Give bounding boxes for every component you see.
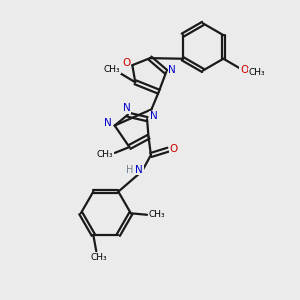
- Text: CH₃: CH₃: [91, 253, 107, 262]
- Text: N: N: [123, 103, 130, 113]
- Text: N: N: [150, 111, 158, 121]
- Text: N: N: [135, 165, 143, 175]
- Text: CH₃: CH₃: [148, 210, 165, 219]
- Text: N: N: [104, 118, 112, 128]
- Text: CH₃: CH₃: [104, 64, 121, 74]
- Text: O: O: [240, 65, 248, 75]
- Text: CH₃: CH₃: [97, 150, 114, 159]
- Text: N: N: [168, 65, 176, 76]
- Text: CH₃: CH₃: [249, 68, 266, 77]
- Text: O: O: [169, 144, 177, 154]
- Text: H: H: [126, 165, 134, 175]
- Text: O: O: [122, 58, 130, 68]
